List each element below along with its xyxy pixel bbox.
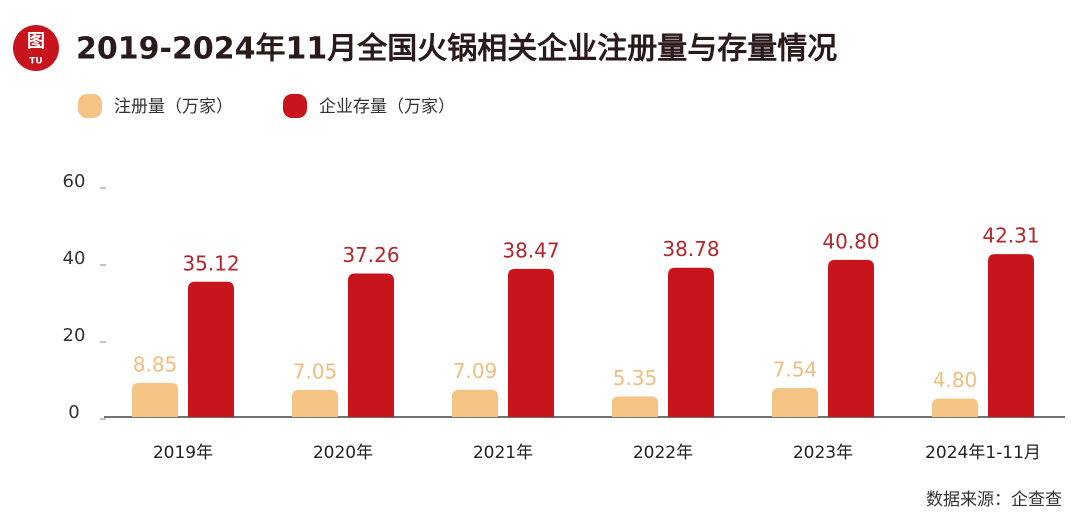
value-label: 7.54 — [773, 357, 818, 381]
legend-label: 企业存量（万家） — [319, 97, 455, 117]
logo-text: 图 — [27, 31, 45, 52]
legend-swatch — [78, 94, 102, 118]
value-label: 7.05 — [293, 359, 338, 383]
value-label: 38.47 — [502, 238, 559, 262]
value-label: 40.80 — [822, 229, 879, 253]
bar — [612, 396, 658, 417]
y-tick-label: 0 — [68, 402, 79, 423]
legend-label: 注册量（万家） — [114, 97, 233, 117]
bar — [188, 281, 234, 417]
source: 数据来源：企查查 — [926, 490, 1062, 510]
value-label: 38.78 — [662, 237, 719, 261]
value-label: 4.80 — [933, 368, 978, 392]
value-label: 35.12 — [182, 251, 239, 275]
x-tick-label: 2022年 — [633, 443, 693, 463]
legend-swatch — [283, 94, 307, 118]
x-tick-label: 2024年1-11月 — [925, 443, 1041, 463]
x-tick-label: 2020年 — [313, 443, 373, 463]
logo-text: TU — [29, 57, 42, 67]
bar — [452, 389, 498, 417]
bar — [668, 267, 714, 417]
x-tick-label: 2021年 — [473, 443, 533, 463]
y-tick-label: 60 — [63, 171, 86, 192]
chart-title: 2019-2024年11月全国火锅相关企业注册量与存量情况 — [76, 32, 837, 67]
bar — [508, 268, 554, 417]
bar — [292, 389, 338, 417]
x-tick-label: 2019年 — [153, 443, 213, 463]
value-label: 7.09 — [453, 359, 498, 383]
bar — [988, 254, 1034, 417]
logo-badge — [13, 25, 59, 71]
x-tick-label: 2023年 — [793, 443, 853, 463]
value-label: 37.26 — [342, 243, 399, 267]
value-label: 8.85 — [133, 352, 178, 376]
value-label: 5.35 — [613, 366, 658, 390]
bar — [932, 398, 978, 417]
bar — [348, 273, 394, 417]
value-label: 42.31 — [982, 224, 1039, 248]
bar — [828, 259, 874, 417]
bar — [132, 382, 178, 417]
y-tick-label: 20 — [63, 325, 86, 346]
y-tick-label: 40 — [63, 248, 86, 269]
bar — [772, 387, 818, 417]
